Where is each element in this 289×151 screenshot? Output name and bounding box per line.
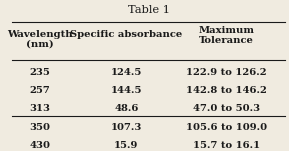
- Text: 124.5: 124.5: [111, 68, 142, 77]
- Text: 47.0 to 50.3: 47.0 to 50.3: [193, 104, 260, 113]
- Text: Maximum
Tolerance: Maximum Tolerance: [199, 26, 254, 45]
- Text: Wavelength
(nm): Wavelength (nm): [7, 29, 73, 49]
- Text: 144.5: 144.5: [111, 86, 142, 95]
- Text: 313: 313: [30, 104, 51, 113]
- Text: 235: 235: [30, 68, 51, 77]
- Text: 350: 350: [30, 123, 51, 132]
- Text: 122.9 to 126.2: 122.9 to 126.2: [186, 68, 267, 77]
- Text: 48.6: 48.6: [114, 104, 138, 113]
- Text: 15.9: 15.9: [114, 141, 138, 150]
- Text: Table 1: Table 1: [127, 5, 170, 15]
- Text: Specific absorbance: Specific absorbance: [70, 29, 182, 39]
- Text: 142.8 to 146.2: 142.8 to 146.2: [186, 86, 267, 95]
- Text: 107.3: 107.3: [111, 123, 142, 132]
- Text: 257: 257: [30, 86, 51, 95]
- Text: 430: 430: [30, 141, 51, 150]
- Text: 105.6 to 109.0: 105.6 to 109.0: [186, 123, 267, 132]
- Text: 15.7 to 16.1: 15.7 to 16.1: [193, 141, 260, 150]
